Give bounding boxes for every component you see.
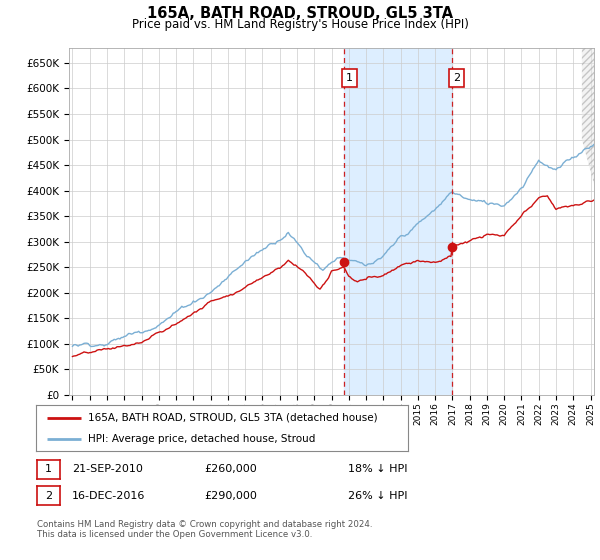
- Text: Price paid vs. HM Land Registry's House Price Index (HPI): Price paid vs. HM Land Registry's House …: [131, 18, 469, 31]
- Text: 2: 2: [45, 491, 52, 501]
- Text: 21-SEP-2010: 21-SEP-2010: [72, 464, 143, 474]
- Text: Contains HM Land Registry data © Crown copyright and database right 2024.
This d: Contains HM Land Registry data © Crown c…: [37, 520, 373, 539]
- Bar: [344, 48, 452, 395]
- Text: 18% ↓ HPI: 18% ↓ HPI: [348, 464, 407, 474]
- Polygon shape: [582, 48, 596, 190]
- Text: 2: 2: [454, 73, 460, 83]
- Text: 16-DEC-2016: 16-DEC-2016: [72, 491, 145, 501]
- Text: 165A, BATH ROAD, STROUD, GL5 3TA (detached house): 165A, BATH ROAD, STROUD, GL5 3TA (detach…: [88, 413, 378, 423]
- Text: 1: 1: [45, 464, 52, 474]
- Text: 165A, BATH ROAD, STROUD, GL5 3TA: 165A, BATH ROAD, STROUD, GL5 3TA: [147, 6, 453, 21]
- Text: £260,000: £260,000: [204, 464, 257, 474]
- Text: HPI: Average price, detached house, Stroud: HPI: Average price, detached house, Stro…: [88, 435, 316, 444]
- Text: 1: 1: [346, 73, 353, 83]
- Text: £290,000: £290,000: [204, 491, 257, 501]
- Text: 26% ↓ HPI: 26% ↓ HPI: [348, 491, 407, 501]
